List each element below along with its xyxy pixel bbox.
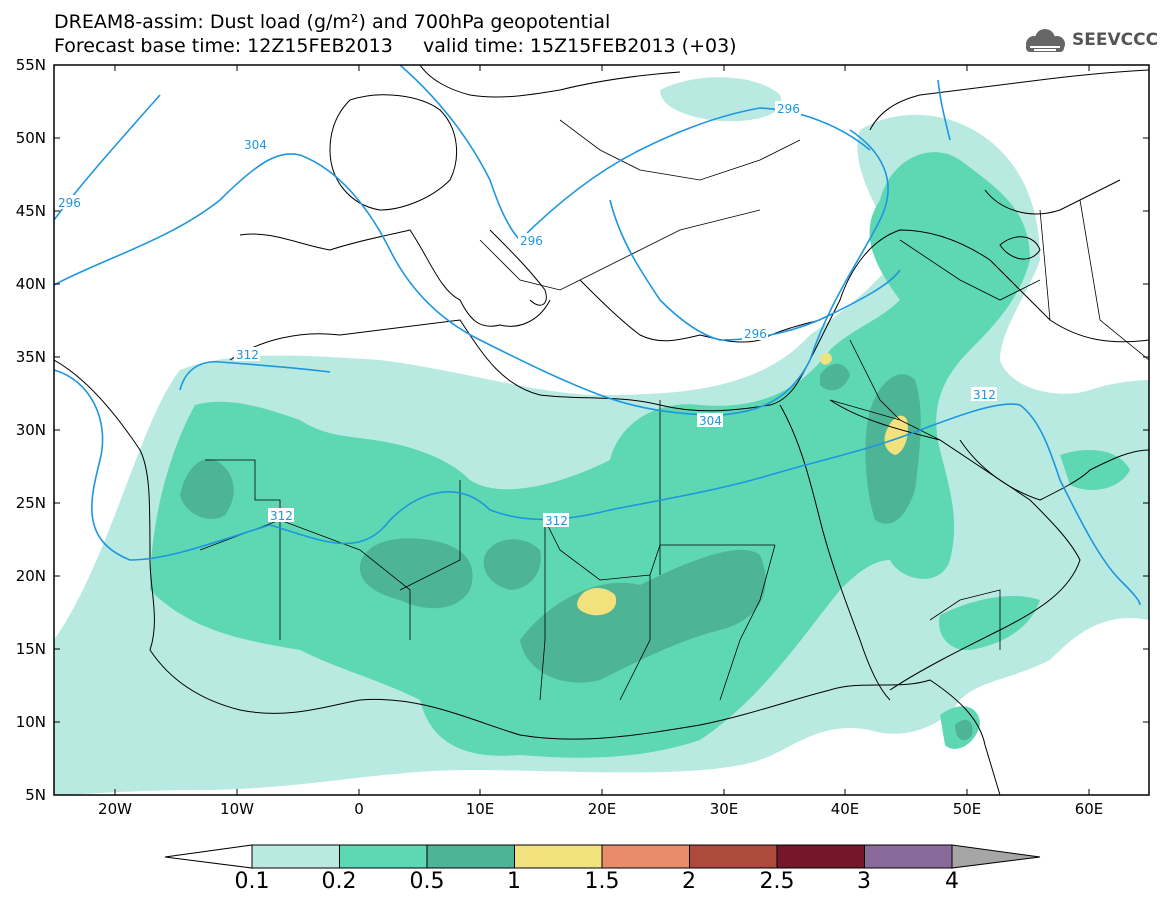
contour-label: 312 bbox=[234, 347, 260, 362]
svg-text:296: 296 bbox=[777, 102, 800, 116]
colorbar-label: 0.2 bbox=[321, 869, 357, 894]
map-title: DREAM8-assim: Dust load (g/m²) and 700hP… bbox=[54, 11, 611, 33]
country-borders bbox=[199, 119, 1149, 701]
lat-label: 30N bbox=[15, 421, 46, 439]
contour-label: 296 bbox=[56, 195, 82, 210]
lat-label: 45N bbox=[15, 202, 46, 220]
colorbar-swatch bbox=[339, 844, 428, 869]
contour-label: 304 bbox=[241, 137, 267, 152]
geopotential-contours bbox=[54, 65, 1141, 606]
lat-label: 20N bbox=[15, 567, 46, 585]
svg-text:312: 312 bbox=[270, 509, 293, 523]
colorbar-swatch bbox=[689, 844, 778, 869]
lat-label: 15N bbox=[15, 640, 46, 658]
contour-label: 296 bbox=[518, 233, 544, 248]
colorbar-label: 3 bbox=[857, 869, 871, 894]
lat-label: 5N bbox=[25, 786, 46, 804]
lon-label: 10E bbox=[465, 800, 495, 818]
lon-label: 60E bbox=[1074, 800, 1104, 818]
lat-label: 50N bbox=[15, 129, 46, 147]
contour-label: 296 bbox=[742, 326, 768, 341]
colorbar bbox=[164, 844, 1041, 869]
contour-label: 296 bbox=[775, 101, 801, 116]
logo-text: SEEVCCC bbox=[1072, 30, 1159, 50]
svg-text:296: 296 bbox=[744, 327, 767, 341]
lat-label: 35N bbox=[15, 348, 46, 366]
contour-labels: 296 304 296 296 296 312 304 312 312 312 bbox=[56, 101, 997, 528]
lon-label: 0 bbox=[354, 800, 364, 818]
colorbar-swatch bbox=[776, 844, 865, 869]
lat-label: 10N bbox=[15, 713, 46, 731]
lon-label: 10W bbox=[220, 800, 254, 818]
colorbar-low-arrow bbox=[164, 844, 253, 869]
svg-text:312: 312 bbox=[545, 514, 568, 528]
colorbar-label: 1 bbox=[507, 869, 521, 894]
colorbar-swatch bbox=[426, 844, 515, 869]
colorbar-swatch bbox=[251, 844, 340, 869]
contour-label: 312 bbox=[268, 508, 294, 523]
dust-layer-1 bbox=[577, 352, 908, 616]
map-subtitle: Forecast base time: 12Z15FEB2013 valid t… bbox=[54, 35, 737, 57]
svg-text:296: 296 bbox=[58, 196, 81, 210]
svg-text:312: 312 bbox=[236, 348, 259, 362]
svg-text:312: 312 bbox=[973, 388, 996, 402]
colorbar-label: 0.1 bbox=[234, 869, 270, 894]
lat-label: 40N bbox=[15, 275, 46, 293]
svg-text:296: 296 bbox=[520, 234, 543, 248]
colorbar-label: 2 bbox=[682, 869, 696, 894]
colorbar-swatch bbox=[864, 844, 953, 869]
lon-label: 20E bbox=[587, 800, 617, 818]
colorbar-high-arrow bbox=[951, 844, 1041, 869]
colorbar-swatch bbox=[601, 844, 690, 869]
contour-label: 312 bbox=[971, 387, 997, 402]
lat-label: 55N bbox=[15, 56, 46, 74]
colorbar-label: 2.5 bbox=[759, 869, 795, 894]
lon-label: 50E bbox=[952, 800, 982, 818]
svg-text:304: 304 bbox=[244, 138, 267, 152]
lon-label: 30E bbox=[709, 800, 739, 818]
colorbar-label: 4 bbox=[945, 869, 959, 894]
colorbar-label: 0.5 bbox=[409, 869, 445, 894]
lat-label: 25N bbox=[15, 494, 46, 512]
contour-label: 312 bbox=[543, 513, 569, 528]
contour-label: 304 bbox=[697, 413, 723, 428]
colorbar-swatch bbox=[514, 844, 603, 869]
lon-label: 20W bbox=[98, 800, 132, 818]
cloud-icon bbox=[1026, 29, 1065, 52]
axis-ticks bbox=[54, 64, 1149, 796]
colorbar-label: 1.5 bbox=[584, 869, 620, 894]
lon-label: 40E bbox=[830, 800, 860, 818]
svg-text:304: 304 bbox=[699, 414, 722, 428]
